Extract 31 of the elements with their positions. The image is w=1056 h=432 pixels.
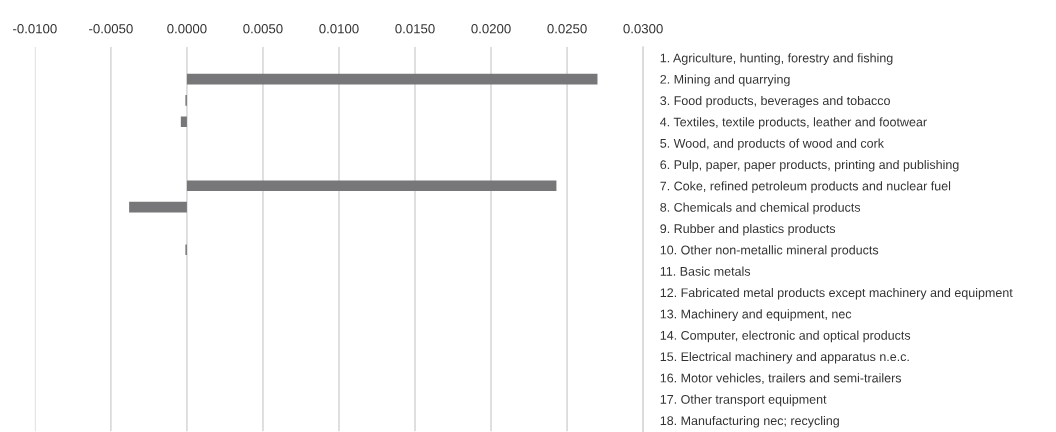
y-tick-label: 1. Agriculture, hunting, forestry and fishing [660, 53, 893, 65]
x-tick-label: -0.0100 [13, 24, 57, 34]
x-tick-label: 0.0200 [471, 24, 511, 34]
y-tick-label: 9. Rubber and plastics products [660, 223, 836, 236]
x-tick-label: 0.0000 [167, 24, 207, 34]
y-tick-label: 10. Other non-metallic mineral products [660, 245, 879, 257]
y-tick-label: 6. Pulp, paper, paper products, printing and publishing [660, 159, 959, 172]
x-tick-label: -0.0050 [89, 24, 133, 34]
y-tick-label: 2. Mining and quarrying [660, 74, 790, 87]
x-tick-label: 0.0100 [319, 24, 359, 34]
y-tick-label: 5. Wood, and products of wood and cork [660, 138, 885, 151]
y-tick-label: 7. Coke, refined petroleum products and nuclear fuel [660, 181, 951, 193]
bar [129, 201, 187, 213]
x-tick-label: 0.0150 [395, 24, 435, 34]
y-tick-label: 12. Fabricated metal products except machinery and equipment [660, 287, 1013, 300]
y-tick-label: 16. Motor vehicles, trailers and semi-trailers [660, 373, 902, 384]
y-tick-label: 11. Basic metals [660, 266, 751, 276]
bar [186, 180, 557, 192]
y-tick-label: 8. Chemicals and chemical products [660, 202, 861, 215]
y-tick-label: 18. Manufacturing nec; recycling [660, 415, 839, 428]
y-tick-label: 4. Textiles, textile products, leather and footwear [660, 117, 927, 129]
bar [180, 116, 187, 128]
y-tick-label: 17. Other transport equipment [660, 394, 827, 407]
x-tick-label: 0.0050 [243, 24, 283, 34]
bar [186, 73, 598, 85]
y-tick-label: 14. Computer, electronic and optical products [660, 330, 911, 343]
x-tick-label: 0.0250 [547, 24, 587, 34]
y-tick-label: 15. Electrical machinery and apparatus n.e.c. [660, 351, 909, 364]
x-tick-label: 0.0300 [623, 24, 663, 34]
y-tick-label: 3. Food products, beverages and tobacco [660, 95, 890, 108]
y-tick-label: 13. Machinery and equipment, nec [660, 309, 852, 321]
